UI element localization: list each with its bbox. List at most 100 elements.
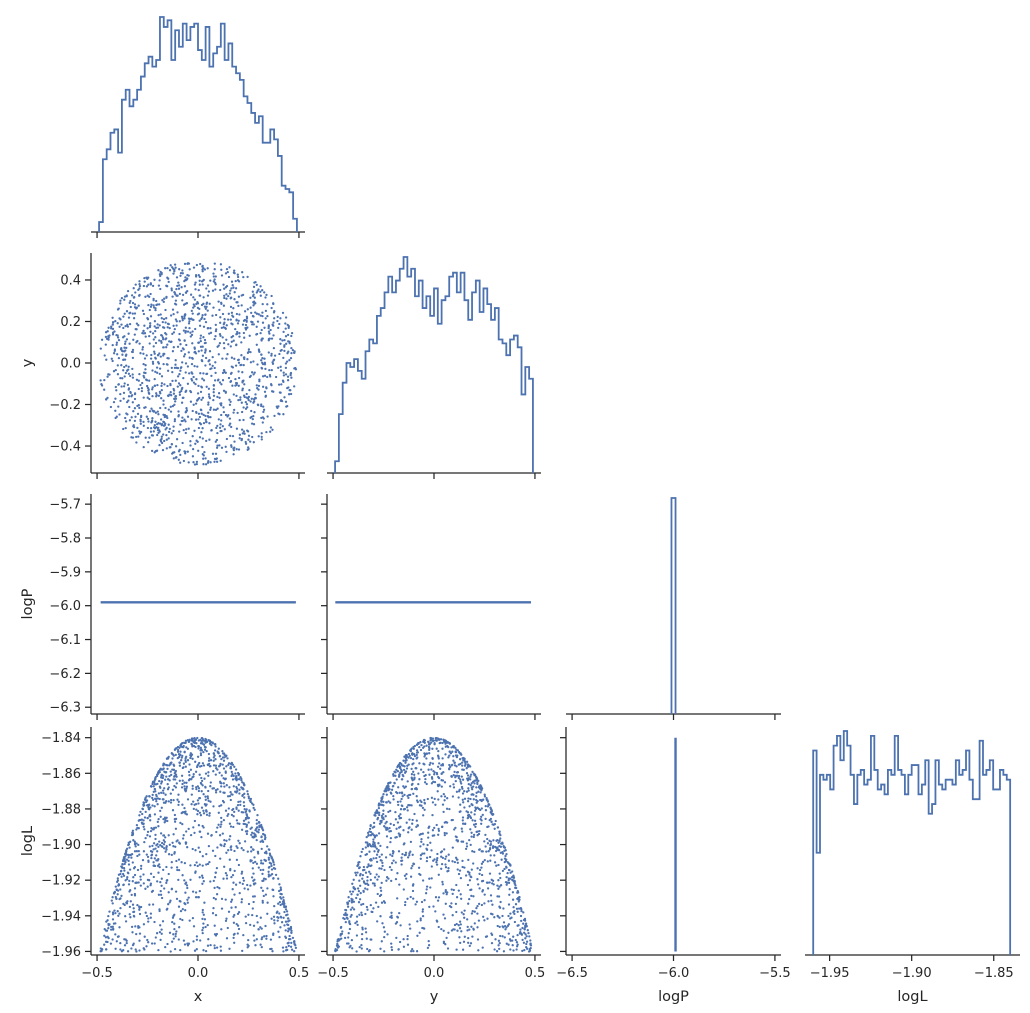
scatter-point (127, 863, 131, 866)
scatter-point (138, 912, 142, 916)
scatter-point (273, 922, 276, 925)
scatter-point (176, 366, 180, 370)
scatter-point (177, 938, 180, 941)
scatter-point (246, 790, 249, 793)
scatter-point (175, 782, 178, 785)
scatter-point (154, 357, 157, 360)
scatter-point (218, 771, 221, 774)
scatter-point (159, 843, 162, 847)
scatter-point (183, 285, 187, 288)
scatter-point (212, 896, 215, 900)
scatter-point (472, 835, 475, 839)
scatter-point (412, 757, 415, 761)
scatter-point (176, 345, 180, 348)
scatter-point (436, 856, 439, 860)
scatter-point (211, 314, 214, 317)
scatter-point (499, 845, 503, 848)
scatter-point (191, 739, 194, 742)
scatter-point (152, 848, 155, 851)
scatter-point (407, 756, 410, 759)
scatter-point (461, 948, 465, 951)
scatter-point (230, 425, 233, 429)
scatter-point (160, 896, 164, 900)
scatter-point (195, 935, 199, 938)
scatter-point (516, 891, 519, 894)
scatter-point (461, 830, 464, 833)
scatter-point (214, 854, 217, 858)
scatter-point (499, 876, 502, 880)
scatter-point (425, 848, 429, 851)
scatter-point (195, 263, 199, 267)
scatter-point (430, 768, 433, 771)
scatter-point (255, 312, 259, 315)
scatter-point (174, 318, 178, 321)
scatter-point (380, 881, 383, 885)
scatter-point (368, 827, 372, 831)
scatter-point (221, 749, 224, 753)
scatter-point (523, 931, 526, 934)
scatter-point (418, 745, 421, 749)
scatter-point (232, 807, 235, 811)
scatter-point (199, 742, 203, 745)
scatter-point (154, 329, 157, 333)
scatter-point (122, 358, 125, 362)
scatter-point (162, 317, 166, 321)
scatter-point (119, 399, 122, 403)
scatter-point (224, 445, 227, 448)
scatter-point (128, 312, 131, 315)
scatter-point (250, 371, 254, 374)
scatter-point (229, 318, 232, 321)
scatter-point (358, 945, 361, 949)
scatter-point (243, 822, 247, 826)
scatter-point (181, 766, 184, 770)
scatter-point (470, 831, 473, 834)
scatter-point (368, 850, 371, 853)
scatter-point (419, 917, 422, 920)
scatter-point (143, 324, 146, 327)
scatter-point (287, 386, 290, 389)
scatter-point (251, 320, 254, 324)
scatter-point (165, 816, 168, 819)
scatter-point (132, 424, 135, 427)
scatter-point (484, 804, 487, 808)
scatter-point (220, 383, 223, 386)
scatter-point (223, 296, 226, 300)
scatter-point (399, 808, 403, 811)
scatter-point (168, 774, 171, 778)
scatter-point (467, 787, 470, 790)
scatter-point (129, 374, 132, 378)
scatter-point (175, 930, 178, 933)
scatter-point (237, 927, 241, 931)
scatter-point (231, 763, 235, 766)
scatter-point (447, 741, 451, 745)
scatter-point (385, 801, 388, 804)
scatter-point (259, 840, 262, 843)
scatter-point (469, 773, 473, 776)
scatter-point (460, 911, 463, 914)
scatter-point (421, 926, 424, 930)
scatter-point (116, 373, 120, 376)
scatter-point (166, 343, 169, 346)
scatter-point (251, 907, 254, 910)
scatter-point (247, 944, 250, 948)
scatter-point (365, 905, 369, 909)
scatter-point (189, 400, 193, 403)
scatter-point (198, 436, 202, 439)
scatter-point (143, 935, 146, 938)
scatter-point (425, 752, 429, 755)
scatter-point (119, 392, 122, 396)
scatter-point (167, 437, 170, 440)
scatter-point (144, 436, 147, 439)
scatter-point (358, 874, 362, 877)
scatter-point (451, 860, 454, 863)
scatter-point (194, 288, 197, 291)
scatter-point (269, 862, 273, 865)
scatter-point (171, 370, 174, 374)
scatter-point (502, 846, 506, 849)
scatter-point (272, 895, 275, 898)
scatter-point (140, 389, 144, 393)
scatter-point (198, 319, 201, 322)
scatter-point (457, 750, 461, 754)
scatter-point (452, 759, 455, 762)
